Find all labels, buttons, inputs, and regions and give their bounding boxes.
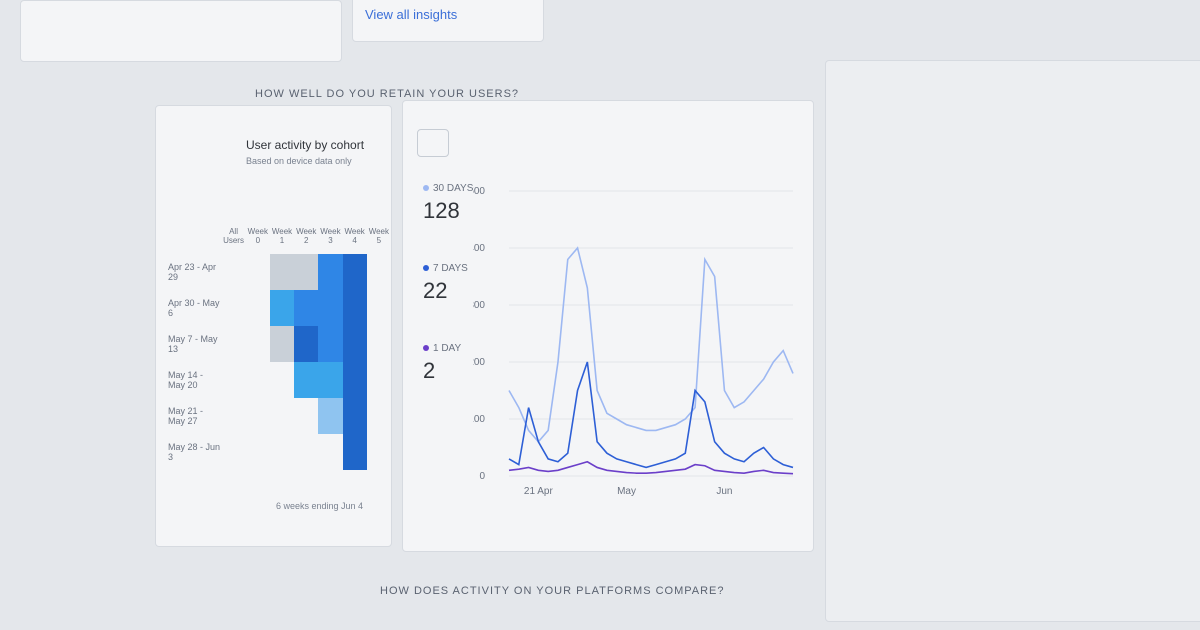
series-line (508, 361, 794, 469)
cell (318, 326, 343, 362)
cell (269, 290, 295, 326)
insights-panel (20, 0, 342, 62)
card-subtitle: Based on device data only (246, 156, 352, 166)
date-dropdown[interactable] (417, 129, 449, 157)
cell (318, 290, 343, 326)
cohort-row: Apr 30 - May 6 (168, 290, 391, 326)
cohort-row: May 21 - May 27 (168, 398, 391, 434)
y-tick-label: 500 (473, 186, 485, 197)
spacer (221, 254, 245, 290)
line-chart: 0 100 200 300 400 500 21 Apr May Jun (473, 186, 794, 497)
legend-dot (423, 185, 429, 191)
row-label: Apr 23 - Apr 29 (168, 262, 217, 282)
cell (342, 290, 367, 326)
spacer (221, 362, 245, 398)
column-header: Week 0 (247, 227, 268, 245)
insights-card: View all insights (352, 0, 544, 42)
cell (246, 362, 270, 398)
spacer (221, 326, 245, 362)
row-header (168, 218, 221, 254)
row-label: May 7 - May 13 (168, 334, 218, 354)
cell (294, 398, 318, 434)
x-tick-label: 21 Apr (524, 486, 554, 497)
cell (318, 398, 343, 434)
stat-value: 128 (423, 198, 460, 223)
stat-label: 7 DAYS (423, 263, 468, 274)
cell (342, 326, 367, 362)
y-tick-label: 0 (479, 471, 485, 482)
cell (269, 326, 295, 362)
spacer (221, 290, 245, 326)
column-header: Week 4 (344, 227, 365, 245)
spacer (221, 434, 245, 470)
stat: 1 DAY 2 (423, 343, 461, 384)
comparison-title: HOW DOES ACTIVITY ON YOUR PLATFORMS COMP… (380, 585, 725, 597)
y-tick-label: 300 (473, 300, 485, 311)
cohort-row: May 7 - May 13 (168, 326, 391, 362)
cohort-row: Apr 23 - Apr 29 (168, 254, 391, 290)
column-header: Week 5 (368, 227, 390, 245)
cell (342, 398, 367, 434)
series-line (508, 460, 794, 475)
view-all-link[interactable]: View all insights (365, 7, 458, 22)
legend-dot (423, 345, 429, 351)
stat-label: 1 DAY (423, 343, 461, 354)
x-tick-label: May (617, 486, 636, 497)
legend-dot (423, 265, 429, 271)
stat-label: 30 DAYS (423, 183, 473, 194)
cell (246, 290, 270, 326)
cohort-row: May 28 - Jun 3 (168, 434, 391, 470)
table-footer: 6 weeks ending Jun 4 (276, 501, 364, 511)
cell (342, 254, 367, 290)
cell (246, 434, 270, 470)
series-line (508, 246, 794, 444)
section-title: HOW WELL DO YOU RETAIN YOUR USERS? (255, 88, 520, 100)
stat-label-text: 1 DAY (433, 343, 462, 354)
spacer (221, 398, 245, 434)
activity-card: 30 DAYS 128 7 DAYS 22 1 DAY 2 0 100 200 300 400 50… (402, 100, 814, 552)
cell (294, 326, 319, 362)
cell (294, 434, 318, 470)
cell (294, 290, 319, 326)
row-label: May 28 - Jun 3 (168, 442, 221, 462)
retention-card: User activity by cohort Based on device … (155, 105, 392, 547)
stat-label-text: 7 DAYS (433, 263, 468, 274)
x-tick-label: Jun (716, 486, 732, 497)
cell (270, 434, 294, 470)
stat: 7 DAYS 22 (423, 263, 468, 304)
stat-label-text: 30 DAYS (433, 183, 474, 194)
row-label: Apr 30 - May 6 (168, 298, 220, 318)
cell (318, 362, 343, 398)
row-label: May 21 - May 27 (168, 406, 204, 426)
cell (246, 398, 270, 434)
column-header: Week 2 (296, 227, 317, 245)
stat-value: 22 (423, 278, 448, 303)
side-panel (825, 60, 1200, 622)
cell (342, 434, 367, 470)
cell (246, 254, 270, 290)
cell (294, 254, 319, 290)
y-tick-label: 100 (473, 414, 485, 425)
stat-value: 2 (423, 358, 436, 383)
cell (269, 254, 295, 290)
row-label: May 14 - May 20 (168, 370, 204, 390)
column-header: All Users (223, 227, 244, 245)
cell (246, 326, 270, 362)
column-header: Week 3 (320, 227, 341, 245)
cell (342, 362, 367, 398)
y-tick-label: 400 (473, 243, 485, 254)
cell (318, 434, 342, 470)
card-title: User activity by cohort (246, 138, 365, 152)
cell (270, 362, 294, 398)
column-header: Week 1 (271, 227, 293, 245)
cohort-row: May 14 - May 20 (168, 362, 391, 398)
cell (294, 362, 319, 398)
y-tick-label: 200 (473, 357, 485, 368)
cell (318, 254, 343, 290)
cell (270, 398, 294, 434)
stat: 30 DAYS 128 (423, 183, 473, 224)
